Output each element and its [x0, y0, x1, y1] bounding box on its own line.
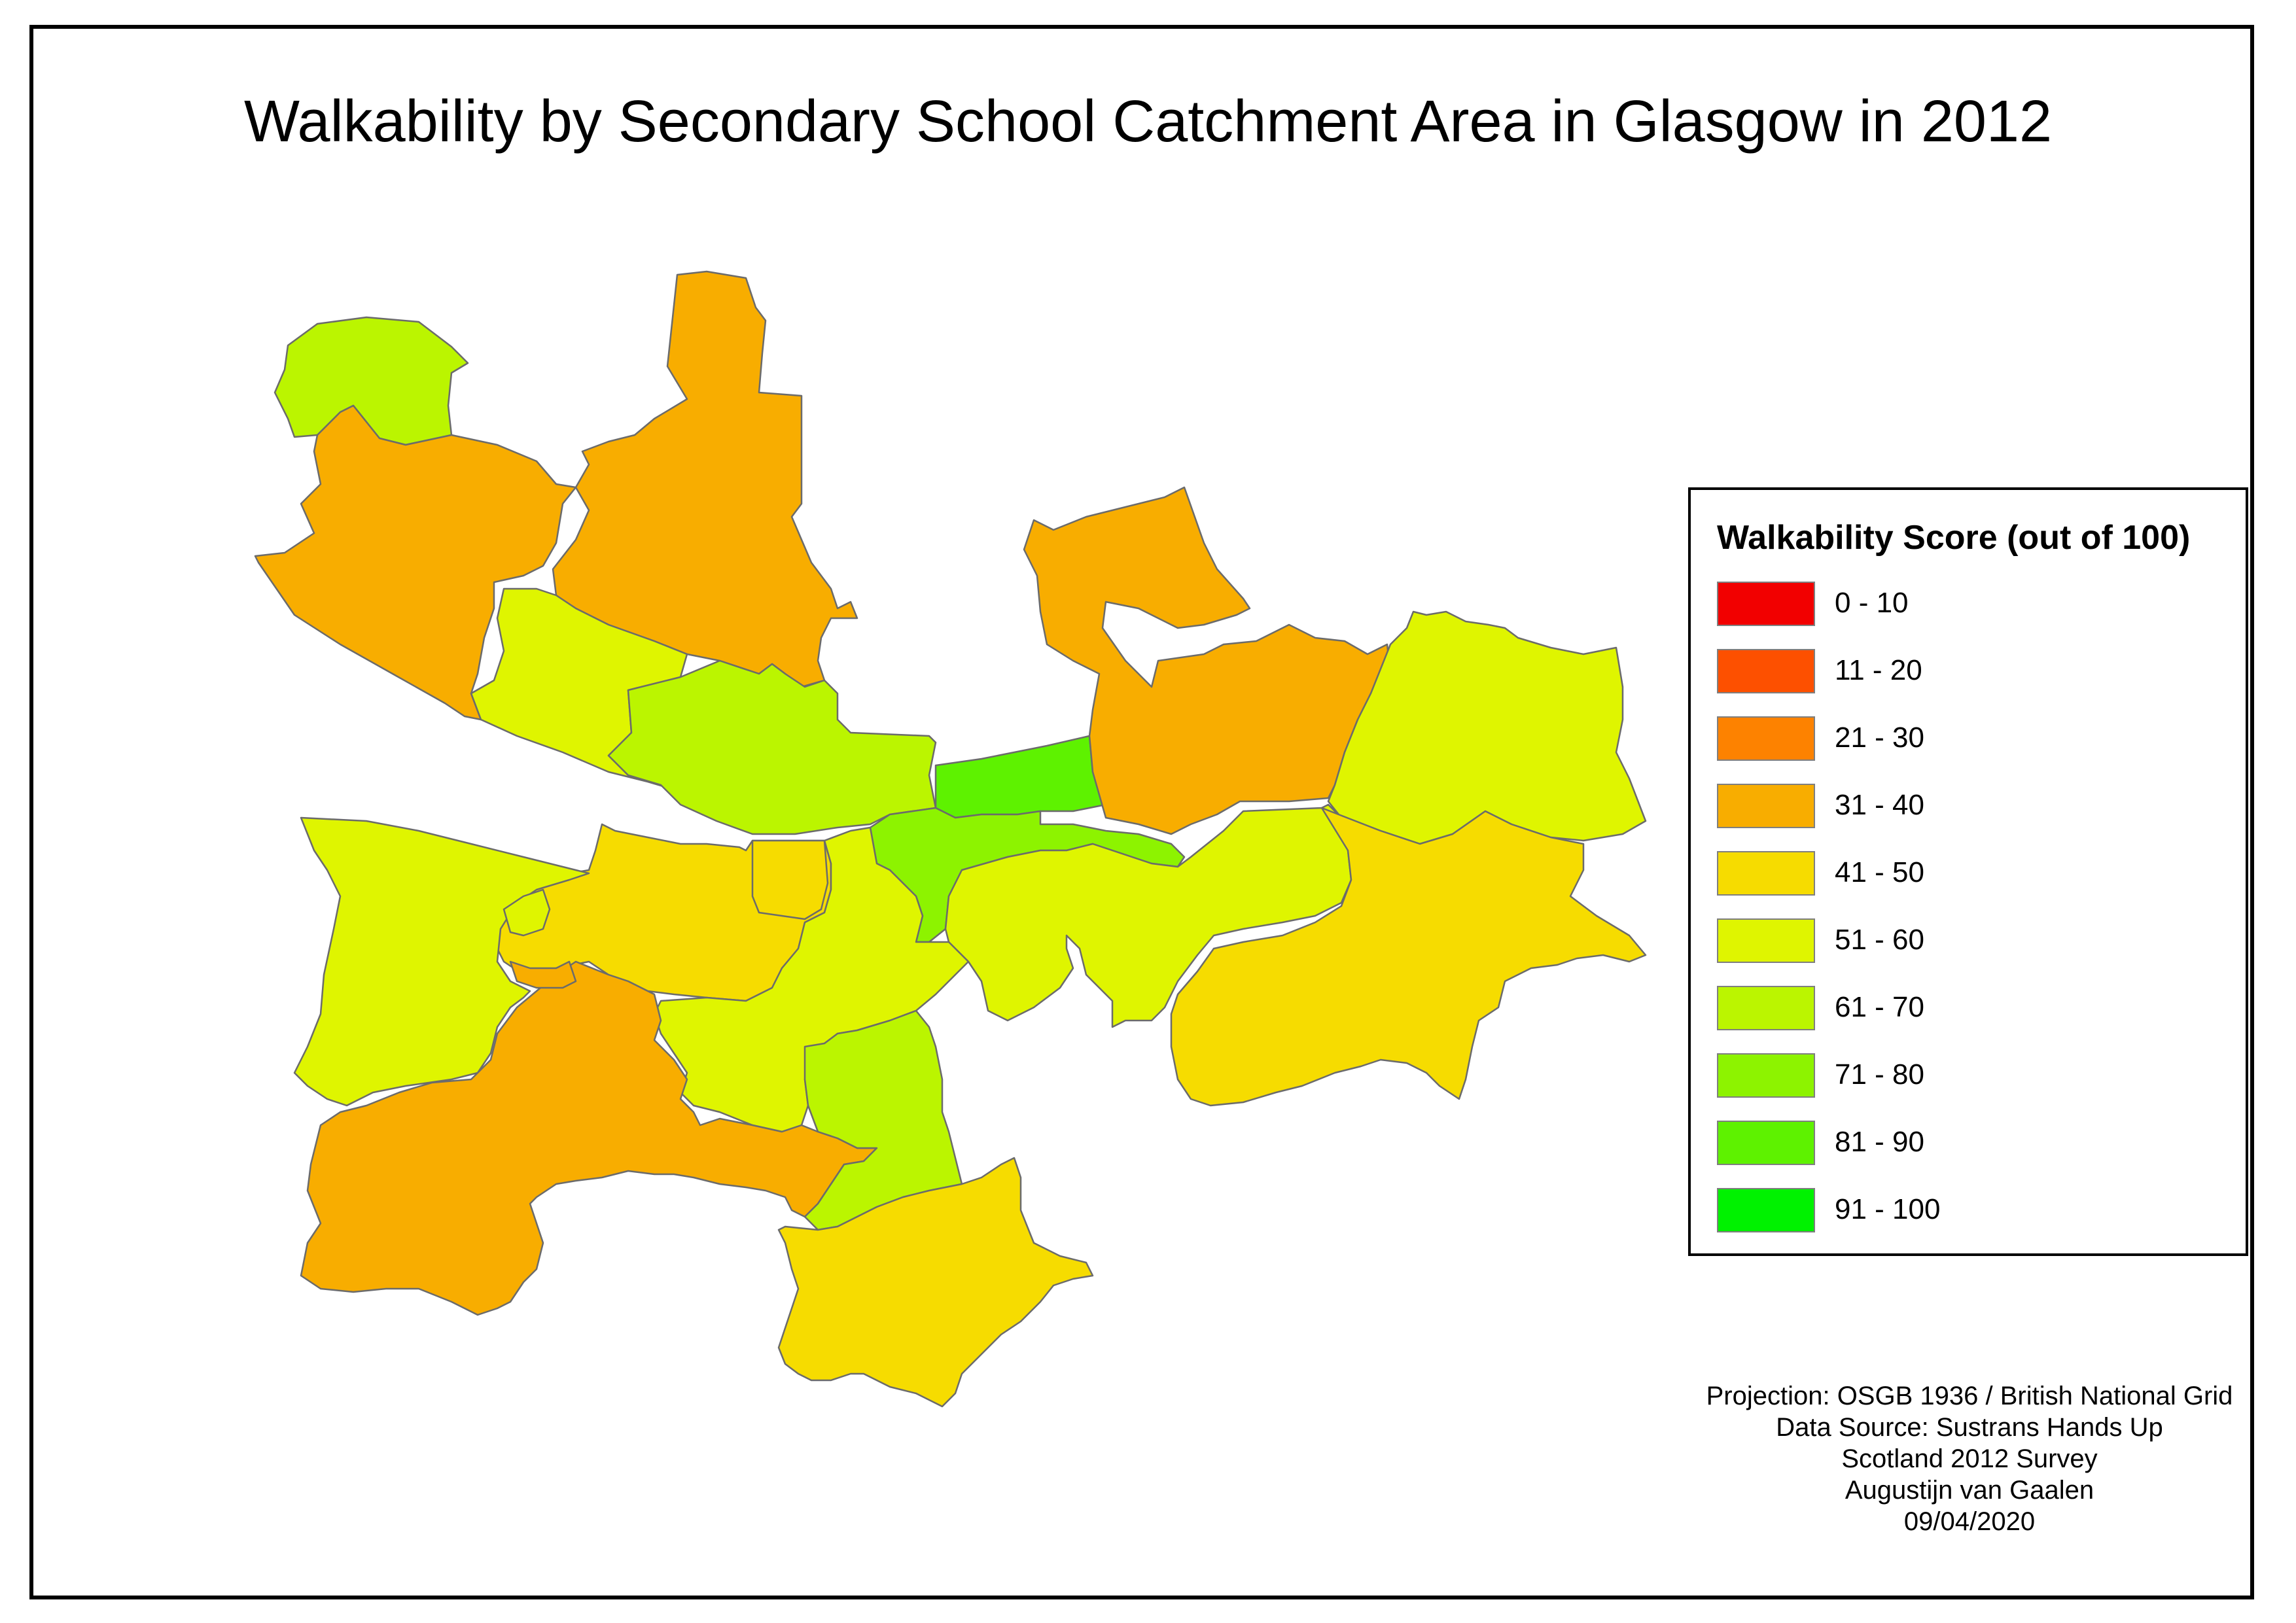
map-title: Walkability by Secondary School Catchmen…: [243, 89, 2053, 154]
legend-swatch: [1717, 986, 1815, 1030]
credit-date: 09/04/2020: [1903, 1507, 2036, 1536]
legend-label: 31 - 40: [1835, 789, 1924, 821]
legend-label: 71 - 80: [1835, 1058, 1924, 1091]
catchment-area[interactable]: [751, 839, 829, 920]
legend-label: 61 - 70: [1835, 991, 1924, 1023]
legend-swatch: [1717, 582, 1815, 626]
catchment-area[interactable]: [934, 735, 1107, 819]
credit-author: Augustijn van Gaalen: [1845, 1476, 2094, 1505]
catchment-area[interactable]: [274, 316, 469, 446]
map-legend: Walkability Score (out of 100) 0 - 10 11…: [1688, 487, 2248, 1256]
legend-swatch: [1717, 918, 1815, 963]
legend-swatch: [1717, 716, 1815, 761]
legend-label: 11 - 20: [1835, 654, 1922, 686]
legend-swatch: [1717, 649, 1815, 693]
legend-label: 81 - 90: [1835, 1126, 1924, 1158]
catchment-area[interactable]: [1170, 807, 1647, 1107]
legend-swatch: [1717, 784, 1815, 828]
catchment-area[interactable]: [1327, 610, 1647, 845]
legend-title: Walkability Score (out of 100): [1717, 519, 2191, 557]
catchment-area[interactable]: [777, 1157, 1094, 1408]
catchment-area[interactable]: [503, 888, 551, 937]
map-credits: Projection: OSGB 1936 / British National…: [1655, 1380, 2284, 1537]
legend-label: 21 - 30: [1835, 722, 1924, 754]
legend-swatch: [1717, 1121, 1815, 1165]
catchment-area[interactable]: [254, 404, 577, 721]
legend-label: 51 - 60: [1835, 924, 1924, 956]
catchment-area[interactable]: [1023, 486, 1392, 835]
legend-swatch: [1717, 1053, 1815, 1098]
legend-label: 0 - 10: [1835, 587, 1909, 619]
legend-swatch: [1717, 851, 1815, 896]
legend-label: 41 - 50: [1835, 856, 1924, 888]
legend-label: 91 - 100: [1835, 1193, 1941, 1225]
credit-survey: Scotland 2012 Survey: [1841, 1444, 2098, 1473]
catchment-area[interactable]: [509, 960, 577, 989]
catchment-area[interactable]: [300, 960, 878, 1316]
credit-data-source: Data Source: Sustrans Hands Up: [1776, 1413, 2163, 1442]
credit-projection: Projection: OSGB 1936 / British National…: [1706, 1382, 2233, 1410]
map-frame: [29, 25, 2254, 1599]
catchment-area[interactable]: [607, 659, 937, 835]
catchment-area[interactable]: [944, 803, 1352, 1028]
catchment-area[interactable]: [293, 816, 590, 1107]
legend-swatch: [1717, 1188, 1815, 1232]
